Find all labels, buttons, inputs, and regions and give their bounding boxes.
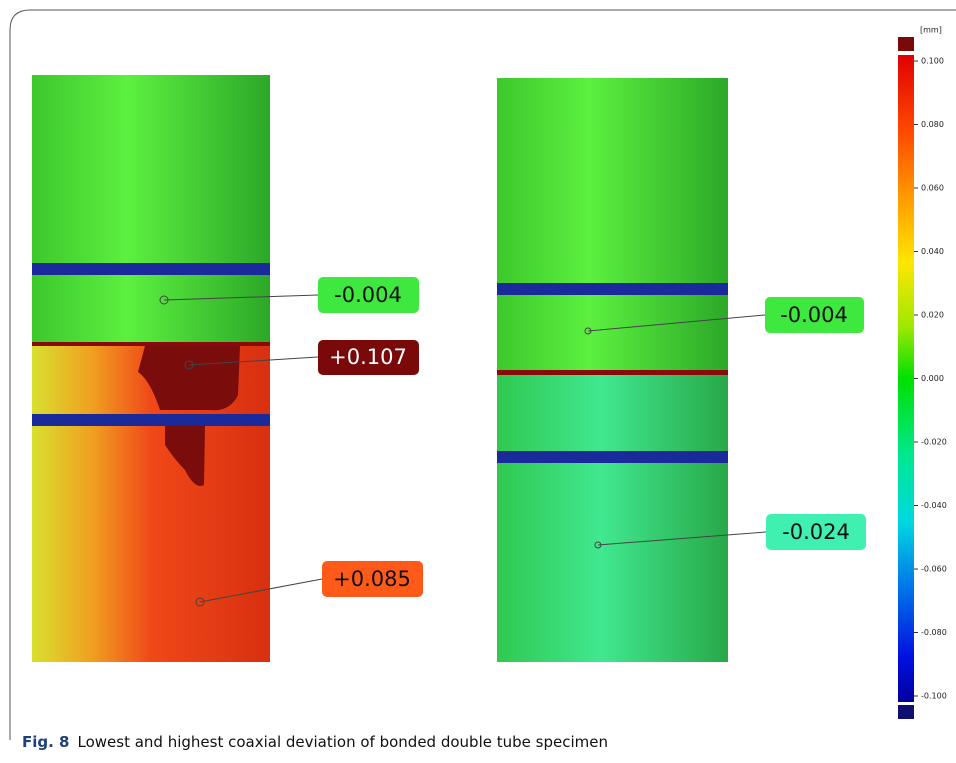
- band: [32, 414, 270, 426]
- band: [32, 263, 270, 275]
- band: [497, 370, 728, 375]
- scale-tick-label: 0.080: [921, 120, 944, 129]
- callout: -0.004: [334, 283, 402, 307]
- color-scale: [mm] 0.100 0.080 0.060 0.040 0.020 0.000 -0.02…: [898, 26, 947, 720]
- scale-tick-label: -0.100: [921, 692, 947, 701]
- tube-segment: [497, 463, 728, 662]
- band: [497, 451, 728, 463]
- color-bar: [898, 55, 914, 702]
- underflow-swatch: [898, 705, 914, 719]
- figure: -0.004 +0.107 +0.085 -0.004 -0.024 [mm] …: [0, 0, 956, 759]
- scale-tick-label: 0.000: [921, 374, 944, 383]
- caption-label: Fig. 8: [22, 733, 69, 751]
- tube-segment: [32, 75, 270, 265]
- left-specimen: -0.004 +0.107 +0.085: [32, 75, 423, 662]
- scale-tick-label: -0.040: [921, 501, 947, 510]
- tube-segment: [497, 78, 728, 283]
- callout: -0.024: [782, 520, 850, 544]
- callout: -0.004: [780, 303, 848, 327]
- caption: Fig. 8 Lowest and highest coaxial deviati…: [22, 733, 608, 751]
- band: [497, 283, 728, 295]
- tube-segment: [32, 426, 270, 662]
- caption-text: Lowest and highest coaxial deviation of …: [77, 733, 608, 751]
- callout: +0.107: [329, 345, 407, 369]
- scale-tick-label: -0.060: [921, 565, 947, 574]
- overflow-swatch: [898, 37, 914, 51]
- scale-tick-label: -0.080: [921, 628, 947, 637]
- scale-unit: [mm]: [920, 26, 942, 35]
- right-specimen: -0.004 -0.024: [497, 78, 866, 662]
- tube-segment: [497, 295, 728, 370]
- callout: +0.085: [333, 567, 411, 591]
- tube-segment: [32, 275, 270, 343]
- scale-tick-label: -0.020: [921, 438, 947, 447]
- scale-tick-label: 0.020: [921, 311, 944, 320]
- scale-tick-label: 0.060: [921, 184, 944, 193]
- tube-segment: [497, 375, 728, 451]
- scale-tick-label: 0.040: [921, 247, 944, 256]
- band: [32, 342, 270, 346]
- scale-tick-label: 0.100: [921, 57, 944, 66]
